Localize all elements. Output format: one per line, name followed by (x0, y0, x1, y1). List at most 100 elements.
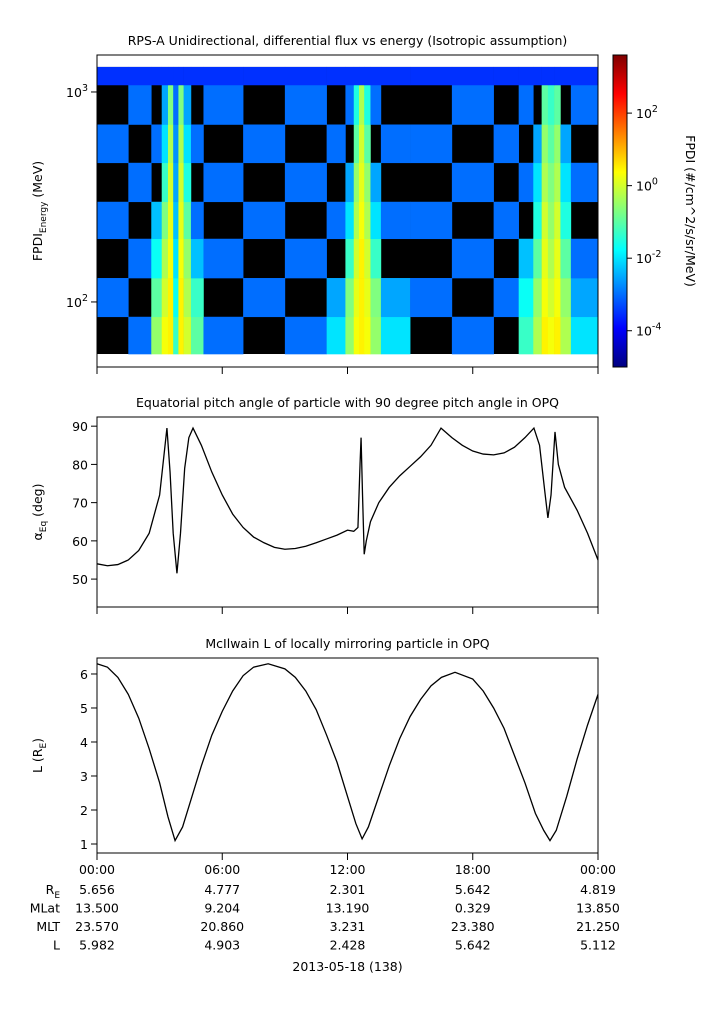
heat-cell (161, 124, 169, 164)
heat-cell (364, 66, 371, 86)
ephemeris-value: 4.903 (204, 938, 240, 953)
colorbar-tick-label: 10-4 (636, 322, 661, 339)
heat-cell (547, 238, 555, 279)
heat-cell (570, 162, 599, 203)
y-axis-label-part: (MeV) (30, 161, 45, 202)
heat-cell (570, 66, 599, 86)
y-tick-label: 3 (80, 769, 88, 784)
heat-cell (345, 278, 355, 318)
heat-cell (190, 201, 204, 240)
heat-cell (97, 201, 129, 240)
heat-cell (97, 278, 129, 318)
colorbar-tick-label-exponent: 0 (652, 177, 658, 188)
ephemeris-row-label: MLat (30, 901, 60, 916)
heat-cell (128, 162, 152, 203)
ephemeris-value: 13.850 (576, 901, 620, 916)
heat-cell (364, 162, 371, 203)
ephemeris-row-label-base: MLat (30, 901, 60, 916)
ephemeris-value: 2.428 (330, 938, 366, 953)
heat-cell (518, 238, 534, 279)
heat-cell (547, 201, 555, 240)
heat-cell (178, 238, 184, 279)
y-tick-label: 50 (72, 572, 88, 587)
heat-cell (570, 84, 599, 125)
heat-cell (560, 278, 572, 318)
heat-cell (183, 66, 192, 86)
heat-cell (97, 124, 129, 164)
heat-cell (370, 84, 382, 125)
y-tick-label-base: 10 (66, 85, 82, 100)
heat-cell (554, 316, 561, 355)
heat-cell (533, 201, 542, 240)
heat-cell (178, 84, 184, 125)
heat-cell (493, 66, 519, 86)
ephemeris-row-label: RE (46, 882, 61, 901)
heat-cell (161, 162, 169, 203)
heat-cell (183, 238, 192, 279)
heat-cell (358, 316, 365, 355)
heat-cell (358, 162, 365, 203)
heat-cell (380, 124, 411, 164)
y-axis-label-part: (deg) (30, 484, 45, 521)
heat-cell (570, 278, 599, 318)
heat-cell (203, 162, 244, 203)
y-tick-label: 6 (80, 667, 88, 682)
heat-cell (410, 278, 453, 318)
heat-cell (370, 278, 382, 318)
heat-cell (203, 238, 244, 279)
heat-cell (178, 66, 184, 86)
panel-title: McIlwain L of locally mirroring particle… (205, 636, 489, 651)
heat-cell (541, 124, 549, 164)
heat-cell (364, 124, 371, 164)
heat-cell (518, 316, 534, 355)
y-tick-label: 4 (80, 735, 88, 750)
heat-cell (570, 238, 599, 279)
y-tick-label: 80 (72, 457, 88, 472)
heat-cell (345, 238, 355, 279)
ephemeris-value: 13.190 (326, 901, 370, 916)
heat-cell (128, 316, 152, 355)
heat-cell (560, 162, 572, 203)
heat-cell (554, 84, 561, 125)
heat-cell (451, 66, 494, 86)
heat-cell (358, 66, 365, 86)
y-tick-label: 60 (72, 534, 88, 549)
y-axis-label-sub: Energy (39, 201, 49, 233)
heat-cell (345, 201, 355, 240)
colorbar-tick-label-exponent: 2 (652, 104, 658, 115)
heat-cell (161, 66, 169, 86)
heat-cell (178, 278, 184, 318)
y-tick-label-exponent: 2 (82, 293, 88, 304)
heat-cell (547, 66, 555, 86)
heat-cell (533, 278, 542, 318)
heat-cell (451, 238, 494, 279)
ephemeris-value: 0.329 (455, 901, 491, 916)
ephemeris-value: 5.656 (79, 882, 115, 897)
ephemeris-row-label-base: L (53, 938, 60, 953)
heat-cell (554, 162, 561, 203)
heat-cell (151, 124, 163, 164)
heat-cell (173, 201, 179, 240)
heat-cell (183, 124, 192, 164)
heat-cell (167, 162, 174, 203)
heat-cell (243, 278, 286, 318)
heat-cell (353, 316, 360, 355)
y-axis-label-part: L (R (30, 748, 45, 773)
y-tick-label: 102 (66, 293, 88, 310)
heat-cell (190, 238, 204, 279)
heat-cell (370, 238, 382, 279)
heat-cell (518, 84, 534, 125)
heat-cell (167, 84, 174, 125)
x-tick-label-base: 00:00 (580, 862, 616, 877)
heat-cell (541, 316, 549, 355)
heat-cell (243, 201, 286, 240)
heat-cell (190, 124, 204, 164)
heat-cell (380, 66, 411, 86)
heat-cell (178, 124, 184, 164)
heat-cell (173, 162, 179, 203)
heat-cell (203, 316, 244, 355)
colorbar-tick-label: 100 (636, 177, 658, 194)
heat-cell (410, 124, 453, 164)
y-tick-label: 2 (80, 803, 88, 818)
heat-cell (243, 124, 286, 164)
